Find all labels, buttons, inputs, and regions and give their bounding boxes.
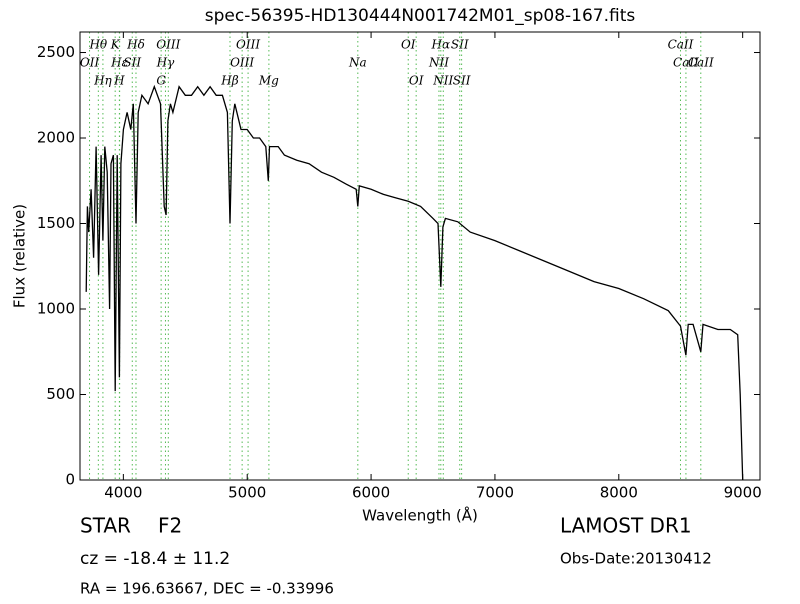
x-tick-label: 9000 bbox=[724, 484, 762, 502]
spectral-line-label: Hη bbox=[93, 74, 112, 88]
spectral-line-label: NII bbox=[428, 56, 449, 70]
survey: LAMOST DR1 bbox=[560, 514, 692, 538]
x-tick-label: 5000 bbox=[228, 484, 266, 502]
redshift: cz = -18.4 ± 11.2 bbox=[80, 549, 230, 569]
spectral-line-label: NII bbox=[432, 74, 453, 88]
spectral-line-label: OI bbox=[401, 38, 416, 52]
y-tick-label: 500 bbox=[46, 385, 75, 403]
y-tick-label: 2000 bbox=[37, 129, 75, 147]
obs-date: Obs-Date:20130412 bbox=[560, 550, 712, 568]
spectral-line-label: Hα bbox=[431, 38, 451, 52]
spectral-line-label: CaII bbox=[673, 56, 699, 70]
spectral-line-label: Hε bbox=[110, 56, 128, 70]
y-tick-label: 2500 bbox=[37, 43, 75, 61]
spectral-line-label: CaII bbox=[668, 38, 694, 52]
x-tick-label: 4000 bbox=[104, 484, 142, 502]
coordinates: RA = 196.63667, DEC = -0.33996 bbox=[80, 580, 334, 598]
spectrum bbox=[85, 84, 744, 481]
spectral-line-label: Hβ bbox=[220, 74, 238, 88]
x-tick-label: 7000 bbox=[476, 484, 514, 502]
spectral-line-label: OIII bbox=[236, 38, 260, 52]
y-tick-label: 0 bbox=[65, 471, 75, 489]
chart-title: spec-56395-HD130444N001742M01_sp08-167.f… bbox=[205, 6, 636, 26]
spectral-line-label: OIII bbox=[156, 38, 180, 52]
spectral-line-label: Na bbox=[348, 56, 367, 70]
y-axis-label: Flux (relative) bbox=[11, 204, 29, 308]
spectral-line-label: SII bbox=[451, 38, 469, 52]
spectral-line-label: OIII bbox=[230, 56, 254, 70]
spectral-line-label: CaII bbox=[688, 56, 714, 70]
object-class: STAR bbox=[80, 514, 131, 538]
x-tick-label: 8000 bbox=[600, 484, 638, 502]
x-axis-label: Wavelength (Å) bbox=[362, 506, 478, 525]
spectral-line-label: Hγ bbox=[156, 56, 175, 70]
spectral-line-label: H bbox=[113, 74, 125, 88]
spectral-line-label: G bbox=[156, 74, 166, 88]
y-tick-label: 1500 bbox=[37, 214, 75, 232]
plot-frame bbox=[79, 31, 761, 481]
spectral-line-label: K bbox=[110, 38, 121, 52]
object-subclass: F2 bbox=[158, 514, 182, 538]
y-tick-label: 1000 bbox=[37, 300, 75, 318]
spectral-line-label: SII bbox=[123, 56, 141, 70]
spectral-line-label: Hθ bbox=[88, 38, 107, 52]
spectral-line-label: OII bbox=[80, 56, 100, 70]
x-tick-label: 6000 bbox=[352, 484, 390, 502]
spectral-line-label: Mg bbox=[258, 74, 279, 88]
spectral-line-label: Hδ bbox=[126, 38, 145, 52]
spectral-line-label: SII bbox=[453, 74, 471, 88]
spectral-line-label: OI bbox=[409, 74, 424, 88]
